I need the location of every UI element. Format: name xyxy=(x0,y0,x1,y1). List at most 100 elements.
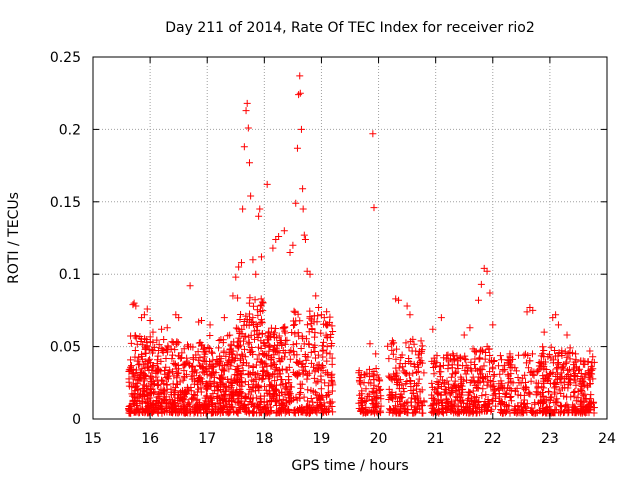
data-point xyxy=(202,363,210,371)
data-point xyxy=(517,399,525,407)
data-point xyxy=(294,310,302,318)
data-point xyxy=(363,408,371,416)
data-point xyxy=(566,355,574,363)
data-point xyxy=(213,355,221,363)
data-point xyxy=(241,393,249,401)
data-point xyxy=(165,405,173,413)
data-point xyxy=(361,397,369,405)
data-point xyxy=(547,407,555,415)
data-point xyxy=(550,384,558,392)
data-point xyxy=(237,310,245,318)
data-point xyxy=(249,408,257,416)
data-point xyxy=(496,400,504,408)
data-point xyxy=(206,394,214,402)
data-point xyxy=(252,320,260,328)
data-point xyxy=(258,357,266,365)
data-point xyxy=(589,353,597,361)
data-point xyxy=(131,346,139,354)
data-point xyxy=(294,329,302,337)
data-point xyxy=(469,345,477,353)
data-point xyxy=(368,397,376,405)
data-point xyxy=(206,321,214,329)
data-point xyxy=(131,353,139,361)
data-point xyxy=(486,352,494,360)
data-point xyxy=(149,377,157,385)
data-point xyxy=(308,316,316,324)
data-point xyxy=(506,350,514,358)
x-tick-label: 23 xyxy=(541,431,559,447)
data-point xyxy=(253,331,261,339)
data-point xyxy=(261,342,269,350)
data-point xyxy=(270,370,278,378)
data-point xyxy=(539,399,547,407)
data-point xyxy=(524,364,532,372)
data-point xyxy=(144,357,152,365)
data-point xyxy=(396,409,404,417)
data-point xyxy=(254,403,262,411)
data-point xyxy=(322,369,330,377)
data-point xyxy=(415,354,423,362)
data-point xyxy=(302,356,310,364)
data-point xyxy=(261,350,269,358)
data-point xyxy=(242,394,250,402)
data-point xyxy=(184,399,192,407)
data-point xyxy=(278,389,286,397)
data-point xyxy=(304,397,312,405)
data-point xyxy=(373,402,381,410)
data-point xyxy=(489,396,497,404)
data-point xyxy=(570,403,578,411)
data-point xyxy=(571,364,579,372)
data-point xyxy=(489,321,497,329)
data-point xyxy=(554,321,562,329)
data-point xyxy=(387,394,395,402)
data-point xyxy=(491,385,499,393)
data-point xyxy=(223,402,231,410)
data-point xyxy=(210,378,218,386)
data-point xyxy=(328,374,336,382)
data-point xyxy=(301,350,309,358)
data-point xyxy=(305,340,313,348)
data-point xyxy=(570,361,578,369)
data-point xyxy=(215,336,223,344)
data-point xyxy=(392,295,400,303)
data-point xyxy=(236,328,244,336)
data-point xyxy=(373,371,381,379)
data-point xyxy=(521,384,529,392)
y-tick-label: 0.1 xyxy=(59,267,81,283)
data-point xyxy=(515,351,523,359)
y-tick-label: 0.2 xyxy=(59,122,81,138)
data-point xyxy=(260,392,268,400)
data-point xyxy=(305,341,313,349)
data-point xyxy=(198,317,206,325)
data-point xyxy=(572,356,580,364)
data-point xyxy=(451,369,459,377)
data-point xyxy=(149,347,157,355)
data-point xyxy=(249,369,257,377)
data-point xyxy=(226,331,234,339)
data-point xyxy=(529,370,537,378)
data-point xyxy=(159,347,167,355)
data-point xyxy=(270,391,278,399)
data-point xyxy=(132,383,140,391)
data-point xyxy=(285,406,293,414)
data-point xyxy=(258,318,266,326)
data-point xyxy=(140,360,148,368)
data-point xyxy=(256,319,264,327)
data-point xyxy=(438,408,446,416)
data-point xyxy=(281,329,289,337)
data-point xyxy=(462,362,470,370)
data-point xyxy=(179,394,187,402)
data-point xyxy=(522,359,530,367)
data-point xyxy=(232,273,240,281)
data-point xyxy=(551,346,559,354)
data-point xyxy=(319,353,327,361)
data-point xyxy=(514,391,522,399)
data-point xyxy=(485,345,493,353)
data-point xyxy=(178,387,186,395)
data-point xyxy=(328,354,336,362)
data-point xyxy=(393,345,401,353)
x-tick-label: 21 xyxy=(427,431,445,447)
data-point xyxy=(449,382,457,390)
data-point xyxy=(502,389,510,397)
data-point xyxy=(479,385,487,393)
